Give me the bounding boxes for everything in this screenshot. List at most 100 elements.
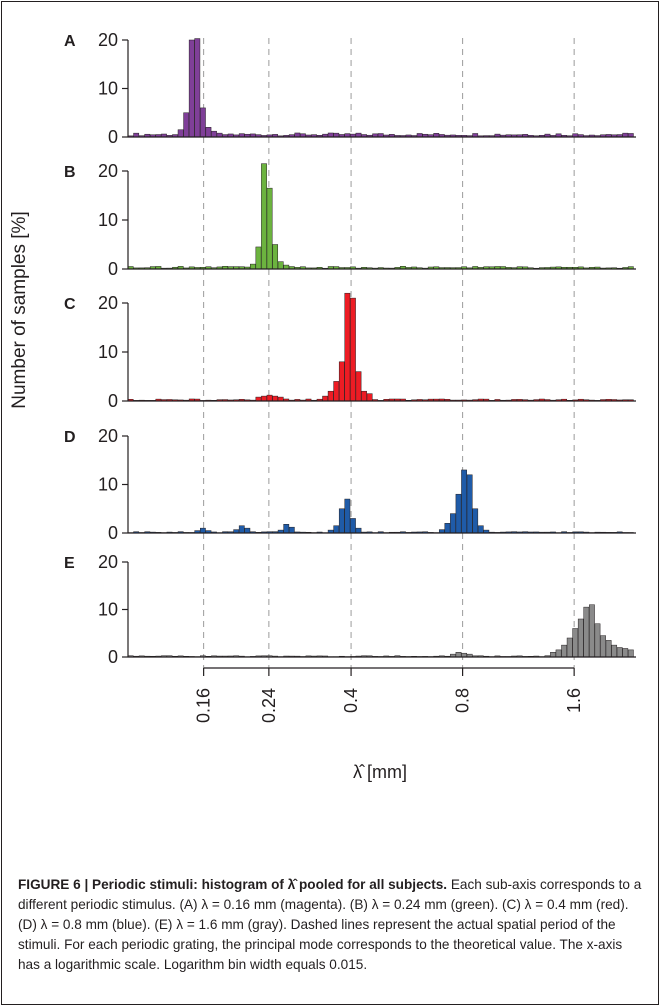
histogram-bar — [238, 525, 245, 534]
x-axis-label: λ̂ [mm] — [353, 762, 407, 782]
histogram-bar — [455, 652, 462, 658]
panel-e: 0 10 20 E — [64, 552, 636, 667]
histogram-bar — [466, 474, 473, 534]
histogram-bar — [350, 297, 356, 402]
y-tick-label: 20 — [98, 161, 118, 181]
y-tick-label: 0 — [108, 647, 118, 667]
histogram-bar — [283, 524, 290, 534]
panel-a: 0 10 20 A — [64, 30, 636, 147]
panel-d: 0 10 20 D — [64, 426, 636, 543]
histogram-bar — [272, 244, 279, 270]
histogram-bar — [555, 649, 562, 658]
y-tick-label: 20 — [98, 552, 118, 572]
histogram-bar — [550, 652, 556, 658]
histogram-bar — [450, 513, 456, 534]
y-tick-label: 0 — [108, 391, 118, 411]
histogram-bar — [188, 39, 195, 138]
histogram-bar — [333, 525, 340, 534]
histogram-bar — [461, 469, 467, 534]
histogram-bar — [444, 523, 451, 534]
histogram-bar — [277, 261, 284, 270]
histogram-bar — [561, 644, 568, 658]
y-tick-label: 20 — [98, 426, 118, 446]
histogram-bar — [327, 132, 334, 138]
panel-c: 0 10 20 C — [64, 292, 636, 411]
y-axis-label: Number of samples [%] — [9, 211, 30, 409]
y-tick-label: 0 — [108, 259, 118, 279]
histogram-bar — [183, 112, 190, 138]
histogram-bar — [250, 263, 256, 270]
histogram-bar — [472, 508, 479, 534]
histogram-bar — [261, 395, 267, 402]
y-tick-label: 10 — [98, 600, 118, 620]
histogram-bar — [583, 606, 590, 658]
histogram-bar — [205, 127, 212, 138]
histogram-bar — [577, 618, 584, 658]
histogram-bar — [294, 132, 301, 138]
histogram-bar — [355, 527, 362, 534]
histogram-bar — [361, 390, 367, 402]
histogram-bar — [344, 292, 351, 402]
histogram-bar — [261, 163, 267, 270]
histogram-bar — [177, 129, 184, 138]
panel-letter: B — [64, 164, 76, 181]
panel-letter: D — [64, 429, 76, 446]
caption-body: Each sub-axis corresponds to a different… — [18, 877, 642, 972]
histogram-bar — [338, 508, 345, 534]
histogram-bar — [355, 371, 362, 402]
histogram-bar — [338, 361, 345, 402]
histogram-bar — [244, 527, 251, 534]
x-tick-label: 0.24 — [259, 688, 279, 723]
y-tick-label: 0 — [108, 127, 118, 147]
histogram-bar — [322, 395, 329, 402]
histogram-bar — [594, 623, 601, 658]
y-tick-label: 20 — [98, 30, 118, 50]
panel-b: 0 10 20 B — [64, 161, 636, 279]
histogram-bar — [211, 130, 217, 138]
x-tick-label: 1.6 — [564, 688, 584, 713]
y-tick-label: 0 — [108, 523, 118, 543]
histogram-bar — [194, 38, 201, 138]
panel-letter: C — [64, 296, 76, 313]
histogram-bar — [572, 628, 579, 658]
panel-letter: E — [64, 555, 75, 572]
histogram-bar — [200, 107, 206, 138]
histogram-bar — [255, 246, 262, 270]
y-tick-label: 10 — [98, 342, 118, 362]
x-tick-label: 0.4 — [341, 688, 361, 713]
y-tick-label: 10 — [98, 79, 118, 99]
histogram-bar — [350, 518, 356, 534]
panel-letter: A — [64, 33, 76, 50]
x-axis: 0.16 0.24 0.4 0.8 1.6 — [194, 667, 584, 723]
y-tick-label: 20 — [98, 293, 118, 313]
histogram-bar — [366, 393, 373, 402]
x-tick-label: 0.16 — [194, 688, 214, 723]
histogram-panels: 0 10 20 A 0 10 20 B 0 10 20 C 0 10 20 D 0 10 20 E — [64, 30, 636, 667]
caption-lead: FIGURE 6 | Periodic stimuli: histogram o… — [18, 877, 448, 892]
histogram-bar — [477, 525, 484, 534]
histogram-bar — [333, 381, 340, 402]
histogram-bar — [200, 527, 206, 534]
histogram-bar — [288, 526, 295, 534]
histogram-bar — [266, 394, 273, 402]
histogram-bar — [589, 604, 595, 658]
histogram-bar — [605, 640, 612, 658]
histogram-bar — [566, 637, 573, 658]
histogram-bar — [344, 498, 351, 534]
histogram-bar — [272, 395, 279, 402]
histogram-bar — [327, 390, 334, 402]
histogram-bar — [266, 187, 273, 270]
x-tick-label: 0.8 — [453, 688, 473, 713]
histogram-bar — [455, 493, 462, 534]
y-tick-label: 10 — [98, 475, 118, 495]
y-tick-label: 10 — [98, 210, 118, 230]
figure-caption: FIGURE 6 | Periodic stimuli: histogram o… — [18, 875, 644, 975]
histogram-bar — [600, 635, 606, 658]
histogram-bar — [616, 647, 623, 658]
histogram-bar — [627, 649, 634, 658]
histogram-bar — [622, 648, 629, 658]
histogram-bar — [611, 644, 618, 658]
stimulus-dashed-lines — [203, 38, 575, 668]
